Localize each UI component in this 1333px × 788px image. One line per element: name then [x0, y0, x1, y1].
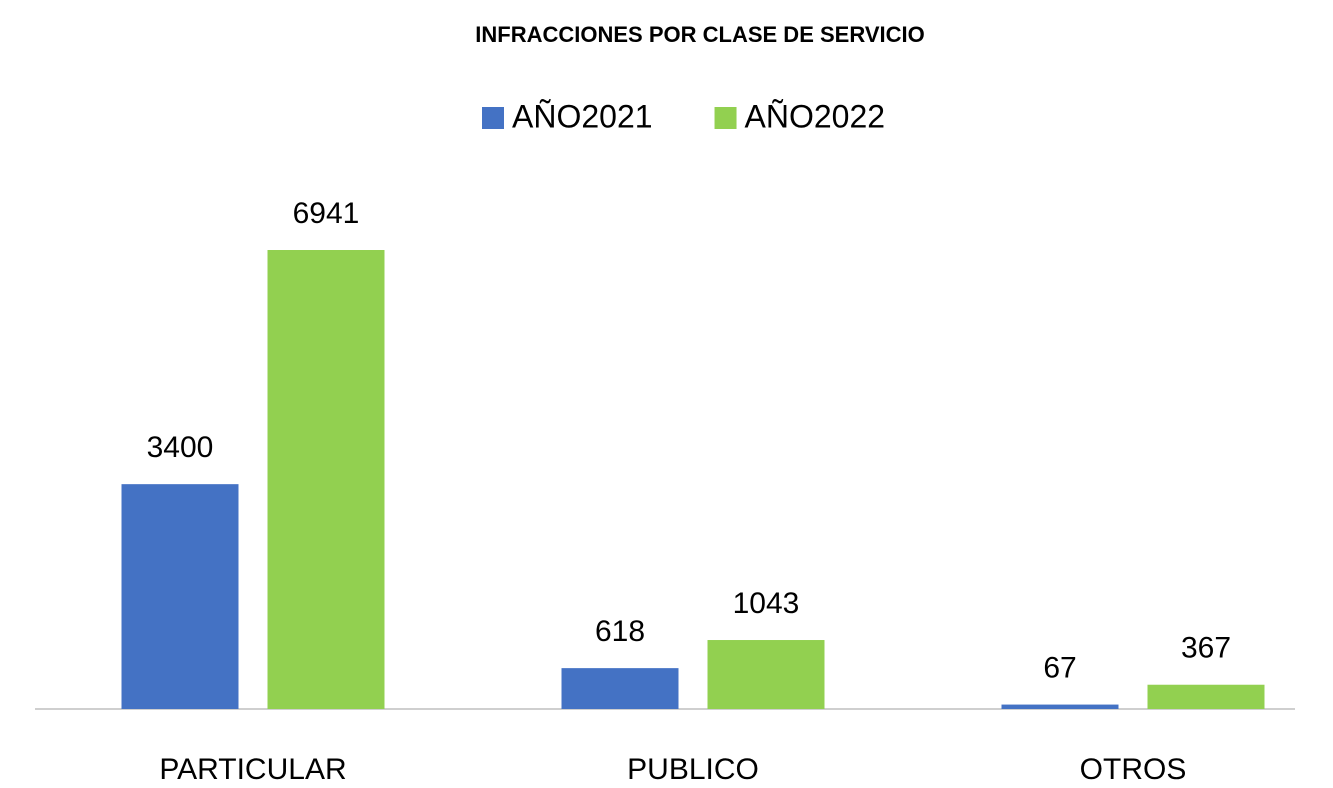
x-tick-label: OTROS — [1080, 753, 1187, 783]
bar — [121, 484, 239, 709]
data-label: 67 — [1043, 651, 1076, 684]
bar — [1147, 684, 1265, 709]
chart-title: INFRACCIONES POR CLASE DE SERVICIO — [475, 22, 924, 47]
x-tick-label: PUBLICO — [627, 753, 759, 783]
data-label: 618 — [595, 615, 645, 648]
data-label: 3400 — [147, 431, 214, 464]
legend-label: AÑO2021 — [512, 98, 653, 134]
legend-swatch — [714, 107, 737, 129]
legend-label: AÑO2022 — [745, 98, 886, 134]
data-label: 367 — [1181, 632, 1231, 665]
bar — [561, 668, 679, 709]
bar — [707, 640, 825, 709]
legend-swatch — [482, 107, 504, 129]
data-label: 1043 — [733, 587, 800, 620]
bar — [267, 250, 385, 709]
x-tick-label: PARTICULAR — [159, 753, 346, 783]
bar — [1001, 704, 1119, 709]
data-label: 6941 — [293, 197, 360, 230]
